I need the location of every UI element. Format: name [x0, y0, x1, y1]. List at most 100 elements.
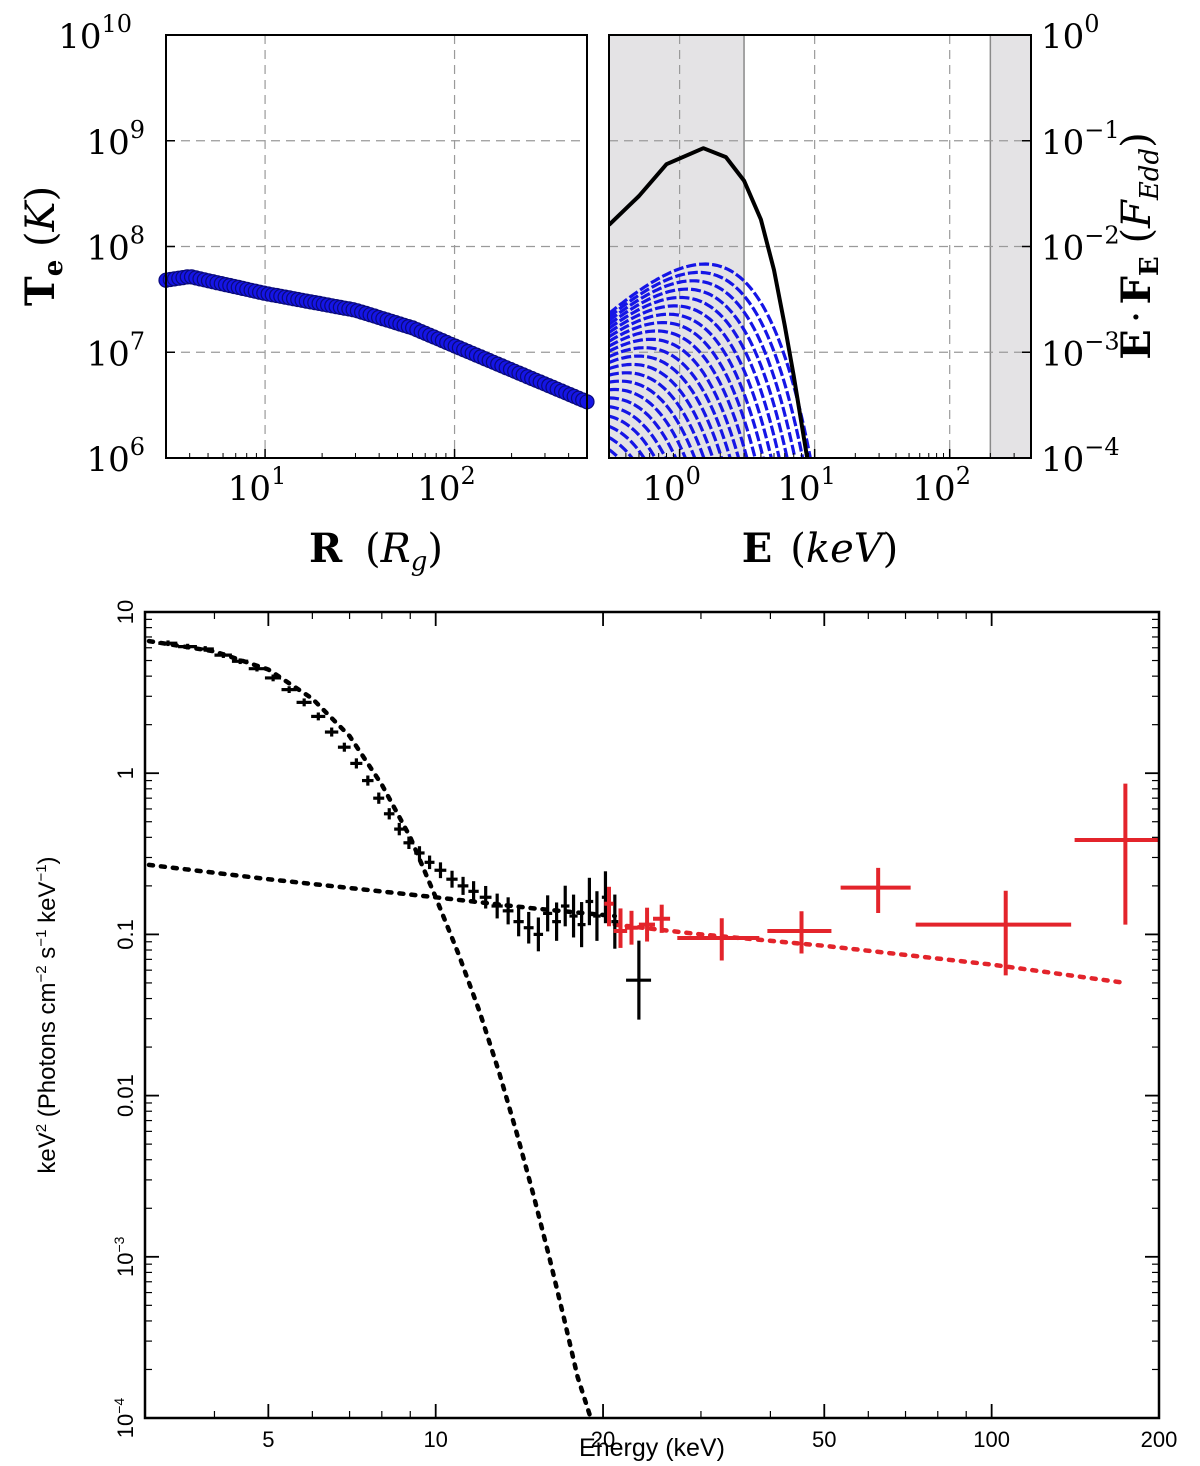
data-point [434, 862, 447, 879]
data-point [677, 918, 760, 961]
annulus-spectrum-line [609, 279, 797, 458]
xtick-label: 100 [642, 462, 701, 509]
annulus-spectrum-line [609, 270, 805, 458]
ytick-label: 10 [113, 600, 138, 624]
data-point [513, 906, 524, 937]
ytick-label: 10−1 [1041, 116, 1120, 163]
ytick-label: 0.1 [113, 919, 138, 950]
data-point [611, 894, 619, 949]
data-point [281, 686, 297, 694]
xaxis-label-xray-spectrum: Energy (keV) [579, 1434, 725, 1462]
data-point [577, 902, 586, 948]
disk-spectrum-curves [609, 146, 812, 458]
data-point [491, 893, 503, 919]
xaxis-label-disk-spectrum: E (keV) [742, 525, 899, 572]
data-point [585, 877, 594, 926]
annulus-spectrum-line [609, 312, 765, 458]
data-point [915, 890, 1072, 976]
ytick-label: 10−3 [111, 1236, 138, 1277]
xaxis-label-temperature: R (Rg) [309, 525, 443, 577]
xtick-label: 102 [912, 462, 971, 509]
data-point [840, 867, 911, 914]
annulus-spectrum-line [609, 262, 812, 458]
yaxis-label-temperature: Te (K) [17, 186, 69, 306]
xtick-label: 200 [1141, 1427, 1178, 1452]
annulus-spectrum-line [609, 346, 732, 458]
annulus-spectrum-line [609, 396, 678, 458]
ytick-label: 0.01 [113, 1074, 138, 1117]
data-point [502, 897, 514, 925]
data-point [214, 652, 232, 658]
annulus-spectrum-line [609, 405, 668, 458]
yaxis-label-xray-spectrum: keV2 (Photons cm−2 s−1 keV−1) [33, 856, 61, 1173]
xtick-label: 50 [812, 1427, 836, 1452]
annulus-spectrum-line [609, 287, 789, 458]
annulus-spectrum-line [609, 448, 621, 458]
panel-xray-spectrum: 5 10 20 50 100 200 10−4 10−3 0.01 0.1 1 10 Energy (… [33, 600, 1177, 1462]
data-point [653, 904, 671, 933]
annulus-spectrum-line [609, 414, 657, 458]
data-point [593, 891, 601, 941]
annulus-spectrum-line [609, 424, 646, 458]
data-point [403, 836, 415, 850]
data-point [638, 907, 655, 942]
annulus-spectrum-line [609, 337, 741, 458]
xtick-label: 100 [973, 1427, 1010, 1452]
panel-disk-spectrum: 100 101 102 10−4 10−3 10−2 10−1 100 E (keV) E·FE… [608, 10, 1165, 572]
xtick-label: 5 [262, 1427, 274, 1452]
data-point [362, 775, 374, 786]
data-point [533, 917, 544, 952]
ytick-label: 10−2 [1041, 222, 1120, 269]
annulus-spectrum-line [609, 379, 697, 458]
xtick-label: 101 [228, 462, 287, 509]
ytick-label: 10−3 [1041, 327, 1120, 374]
annulus-spectrum-line [609, 295, 781, 458]
data-point [264, 674, 282, 682]
xtick-label: 102 [417, 462, 476, 509]
data-point [424, 855, 435, 870]
model-line [146, 638, 593, 1418]
model-line [612, 922, 1128, 986]
data-point [604, 886, 614, 927]
annulus-spectrum-line [609, 329, 749, 458]
data-point [231, 658, 249, 665]
data-point [311, 712, 326, 721]
data-point [414, 846, 425, 860]
data-point [383, 808, 395, 820]
data-point [552, 902, 561, 941]
annulus-spectrum-line [609, 371, 706, 458]
ytick-label: 1010 [58, 10, 132, 57]
data-point [178, 643, 197, 650]
ytick-label: 109 [86, 116, 145, 163]
data-point [296, 698, 312, 707]
data-point [560, 885, 570, 927]
ytick-label: 10−4 [1041, 433, 1120, 480]
data-point [613, 908, 628, 948]
data-point [324, 727, 339, 737]
ytick-label: 100 [1041, 10, 1100, 57]
data-point [624, 910, 638, 945]
data-point [337, 742, 351, 752]
model-line [146, 862, 618, 919]
xray-spectrum-marks [146, 638, 1159, 1418]
data-point [1074, 783, 1159, 925]
yaxis-label-disk-spectrum: E·FE (FEdd) [1113, 132, 1165, 359]
annulus-spectrum-line [609, 321, 757, 458]
data-point [479, 885, 492, 909]
annulus-spectrum-line [609, 362, 715, 458]
data-point [373, 792, 385, 804]
ytick-label: 10−4 [111, 1398, 138, 1439]
data-point [457, 876, 469, 895]
annulus-spectrum-line [609, 354, 724, 458]
data-point [569, 894, 578, 938]
annulus-spectrum-line [609, 304, 773, 458]
data-point [394, 822, 405, 836]
data-point [350, 758, 363, 769]
data-point [468, 881, 479, 902]
plot-frame-xray-spectrum [143, 610, 1161, 1420]
data-point [543, 895, 553, 932]
total-spectrum-line [609, 146, 810, 458]
data-point [523, 911, 534, 944]
ytick-label: 107 [86, 327, 145, 374]
